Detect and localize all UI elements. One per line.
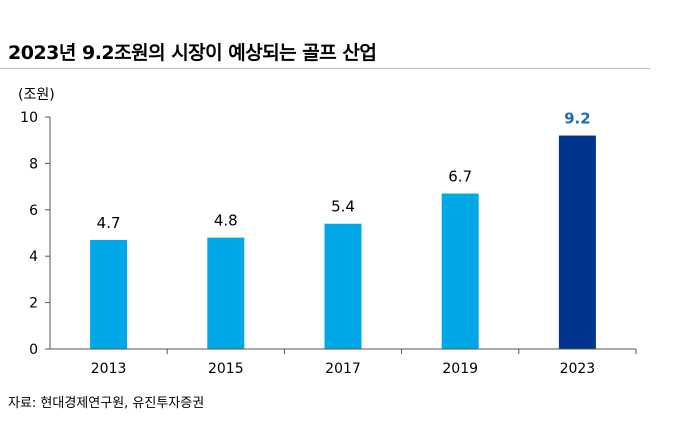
y-tick-label: 0 <box>29 342 38 358</box>
y-tick-label: 10 <box>20 110 38 126</box>
bar-2019 <box>441 193 479 349</box>
bars: 4.7 4.8 5.4 6.7 9.2 <box>90 110 596 349</box>
title-divider <box>0 68 650 69</box>
x-tick-label-2023: 2023 <box>560 361 596 377</box>
data-label-2013: 4.7 <box>97 214 121 232</box>
y-tick-label: 2 <box>29 296 38 312</box>
x-tick-label-2013: 2013 <box>91 361 127 377</box>
x-tick-label-2015: 2015 <box>208 361 244 377</box>
bar-2023 <box>558 135 596 349</box>
bar-2013 <box>90 239 128 349</box>
x-tick-label-2019: 2019 <box>442 361 478 377</box>
chart-title: 2023년 9.2조원의 시장이 예상되는 골프 산업 <box>8 42 377 64</box>
bar-2017 <box>324 223 362 349</box>
x-tick-label-2017: 2017 <box>325 361 361 377</box>
data-label-2017: 5.4 <box>331 198 355 216</box>
source-note: 자료: 현대경제연구원, 유진투자증권 <box>8 396 205 411</box>
x-axis: 2013 2015 2017 2019 2023 <box>50 348 637 377</box>
y-axis: 0 2 4 6 8 10 <box>20 110 51 358</box>
data-label-2023: 9.2 <box>564 110 591 128</box>
y-tick-label: 6 <box>29 203 38 219</box>
y-tick-label: 8 <box>29 156 38 172</box>
data-label-2019: 6.7 <box>448 168 472 186</box>
y-tick-label: 4 <box>29 249 38 265</box>
y-axis-unit-label: (조원) <box>18 87 55 103</box>
data-label-2015: 4.8 <box>214 212 238 230</box>
bar-2015 <box>207 237 245 349</box>
